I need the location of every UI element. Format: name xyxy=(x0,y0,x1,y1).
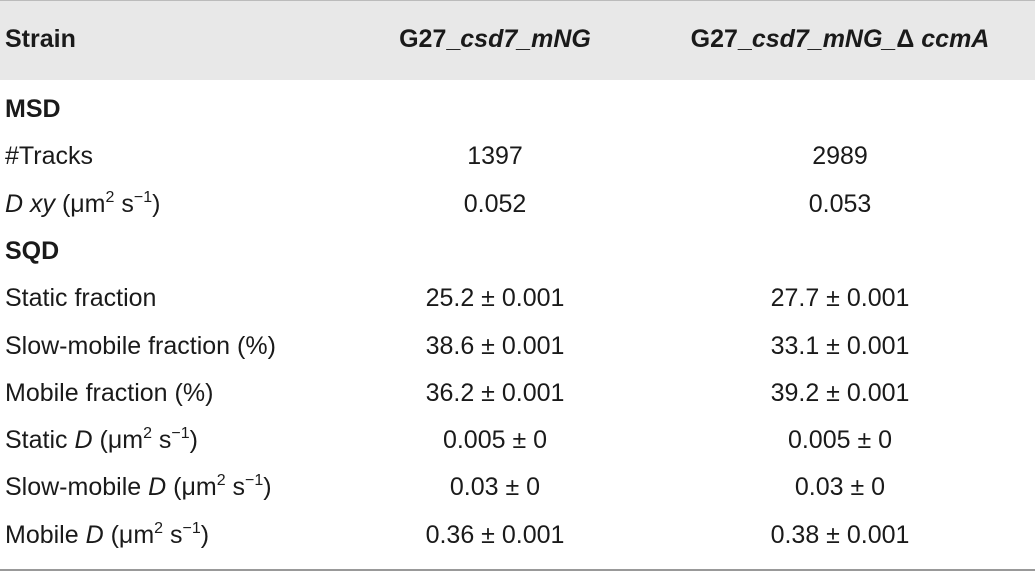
text-segment: ) xyxy=(200,520,210,549)
row-label: #Tracks xyxy=(5,133,93,180)
row-label: Static D (μm2 s−1) xyxy=(5,417,198,464)
text-segment: (μm xyxy=(92,426,144,455)
value-cell: 36.2 ± 0.001 xyxy=(425,378,565,407)
data-row: Static fraction 25.2 ± 0.001 27.7 ± 0.001 xyxy=(0,275,1035,322)
row-label: Mobile D (μm2 s−1) xyxy=(5,512,209,559)
text-segment: D xyxy=(74,426,93,455)
text-segment: csd7_mNG xyxy=(460,25,591,53)
value-cell: 0.005 ± 0 xyxy=(442,426,548,455)
data-row: #Tracks 1397 2989 xyxy=(0,133,1035,180)
text-segment: D xyxy=(85,520,104,549)
text-segment: Δ xyxy=(896,25,922,53)
text-segment: ccmA xyxy=(921,25,990,53)
data-row: Static D (μm2 s−1) 0.005 ± 0 0.005 ± 0 xyxy=(0,417,1035,464)
value-cell: 39.2 ± 0.001 xyxy=(770,378,910,407)
value-cell: 1397 xyxy=(467,142,523,171)
text-segment: s xyxy=(114,189,134,218)
value-cell: 27.7 ± 0.001 xyxy=(770,284,910,313)
text-segment: G27_ xyxy=(399,25,461,53)
text-segment: s xyxy=(225,473,246,502)
value-cell: 0.38 ± 0.001 xyxy=(770,520,910,549)
text-segment: (μm xyxy=(103,520,155,549)
text-segment: ) xyxy=(152,189,161,218)
text-segment: s xyxy=(163,520,183,549)
value-cell: 0.03 ± 0 xyxy=(449,473,541,502)
data-row: Mobile fraction (%) 36.2 ± 0.001 39.2 ± 0.… xyxy=(0,370,1035,417)
row-label: Slow-mobile fraction (%) xyxy=(5,323,276,370)
section-label: MSD xyxy=(5,95,61,123)
row-label: Slow-mobile D (μm2 s−1) xyxy=(5,464,272,511)
section-label: SQD xyxy=(5,236,60,265)
row-label: Static fraction xyxy=(5,275,156,322)
value-cell: 38.6 ± 0.001 xyxy=(425,331,565,360)
value-cell: 0.03 ± 0 xyxy=(794,473,886,502)
value-cell: 0.053 xyxy=(808,189,872,218)
text-segment: Strain xyxy=(5,25,76,53)
text-segment: Static fraction xyxy=(5,284,157,313)
text-segment: csd7_mNG_ xyxy=(751,25,897,53)
value-cell: 25.2 ± 0.001 xyxy=(425,284,565,313)
text-segment: Slow-mobile xyxy=(5,473,149,502)
header-row: Strain G27_csd7_mNG G27_csd7_mNG_Δ ccmA xyxy=(0,16,1035,63)
section-row: SQD xyxy=(0,228,1035,275)
value-cell: 2989 xyxy=(812,142,868,171)
row-label: Mobile fraction (%) xyxy=(5,370,213,417)
data-row: D xy (μm2 s−1) 0.052 0.053 xyxy=(0,181,1035,228)
text-segment: Static xyxy=(5,426,75,455)
text-segment: 2 xyxy=(216,472,226,490)
section-row: MSD xyxy=(0,86,1035,133)
bottom-rule xyxy=(0,569,1035,571)
data-row: Slow-mobile fraction (%) 38.6 ± 0.001 33.1… xyxy=(0,323,1035,370)
text-segment: −1 xyxy=(171,425,190,443)
value-cell: 0.005 ± 0 xyxy=(787,426,893,455)
text-segment: 2 xyxy=(105,188,115,206)
text-segment: −1 xyxy=(133,188,153,206)
text-segment: (μm xyxy=(166,473,217,502)
row-label: D xy (μm2 s−1) xyxy=(5,181,160,228)
value-cell: 33.1 ± 0.001 xyxy=(770,331,910,360)
header-cell: Strain xyxy=(5,16,76,63)
text-segment: 2 xyxy=(143,425,152,443)
header-cell: G27_csd7_mNG_Δ ccmA xyxy=(690,16,990,63)
text-segment: G27_ xyxy=(690,25,752,53)
text-segment: #Tracks xyxy=(5,142,93,171)
text-segment: Mobile xyxy=(5,520,86,549)
header-band xyxy=(0,0,1035,80)
text-segment: (μm xyxy=(55,189,106,218)
text-segment: −1 xyxy=(245,472,264,490)
text-segment: Mobile fraction (%) xyxy=(5,378,214,407)
header-cell: G27_csd7_mNG xyxy=(370,16,620,63)
value-cell: 0.052 xyxy=(463,189,527,218)
text-segment: D xy xyxy=(5,189,55,218)
text-segment: ) xyxy=(189,426,198,455)
text-segment: Slow-mobile fraction (%) xyxy=(5,331,276,360)
text-segment: D xyxy=(148,473,167,502)
text-segment: −1 xyxy=(182,519,201,537)
value-cell: 0.36 ± 0.001 xyxy=(425,520,565,549)
data-row: Slow-mobile D (μm2 s−1) 0.03 ± 0 0.03 ± 0 xyxy=(0,464,1035,511)
text-segment: 2 xyxy=(154,519,164,537)
text-segment: s xyxy=(151,426,172,455)
text-segment: ) xyxy=(263,473,272,502)
data-row: Mobile D (μm2 s−1) 0.36 ± 0.001 0.38 ± 0.0… xyxy=(0,512,1035,559)
